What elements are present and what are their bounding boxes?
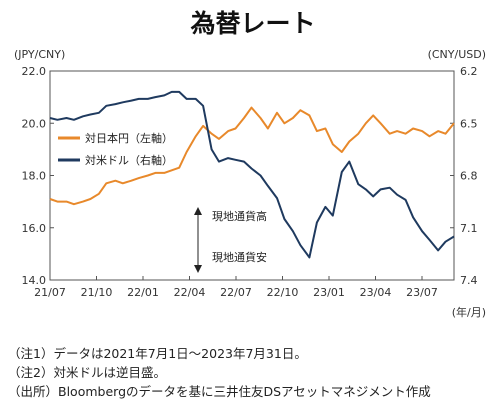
x-tick-label: 23/01 bbox=[313, 286, 345, 299]
left-y-tick-label: 14.0 bbox=[22, 274, 47, 287]
annotation-local-currency-strong: 現地通貨高 bbox=[212, 209, 267, 223]
annotation-arrow-down-head bbox=[194, 265, 202, 273]
chart-title: 為替レート bbox=[190, 9, 315, 38]
annotation-arrow-up-head bbox=[194, 207, 202, 215]
right-y-tick-label: 6.5 bbox=[460, 117, 478, 130]
series-line-usd bbox=[49, 90, 455, 259]
plot-frame bbox=[49, 70, 455, 281]
x-tick-label: 22/01 bbox=[127, 286, 159, 299]
left-y-tick-label: 22.0 bbox=[22, 65, 47, 78]
note-source: （出所）Bloombergのデータを基に三井住友DSアセットマネジメント作成 bbox=[8, 384, 431, 399]
x-axis-unit: (年/月) bbox=[452, 305, 486, 319]
x-tick-label: 23/07 bbox=[406, 286, 438, 299]
legend-label: 対日本円（左軸） bbox=[85, 131, 173, 145]
right-y-tick-label: 6.2 bbox=[460, 65, 478, 78]
legend-label: 対米ドル（右軸） bbox=[85, 153, 173, 167]
annotation-local-currency-weak: 現地通貨安 bbox=[212, 250, 267, 264]
x-tick-label: 21/07 bbox=[34, 286, 66, 299]
x-tick-label: 22/04 bbox=[174, 286, 206, 299]
right-y-tick-label: 7.1 bbox=[460, 222, 478, 235]
left-axis-unit: (JPY/CNY) bbox=[14, 48, 65, 61]
left-y-tick-label: 20.0 bbox=[22, 117, 47, 130]
left-y-tick-label: 18.0 bbox=[22, 170, 47, 183]
right-y-tick-label: 6.8 bbox=[460, 170, 478, 183]
x-tick-label: 22/10 bbox=[267, 286, 299, 299]
x-tick-label: 23/04 bbox=[360, 286, 392, 299]
note-1: （注1）データは2021年7月1日～2023年7月31日。 bbox=[8, 346, 307, 361]
note-2: （注2）対米ドルは逆目盛。 bbox=[8, 365, 166, 380]
x-tick-label: 21/10 bbox=[81, 286, 113, 299]
x-tick-label: 22/07 bbox=[220, 286, 252, 299]
left-y-tick-label: 16.0 bbox=[22, 222, 47, 235]
right-axis-unit: (CNY/USD) bbox=[428, 48, 486, 61]
series-line-jpy bbox=[49, 106, 455, 206]
right-y-tick-label: 7.4 bbox=[460, 274, 478, 287]
